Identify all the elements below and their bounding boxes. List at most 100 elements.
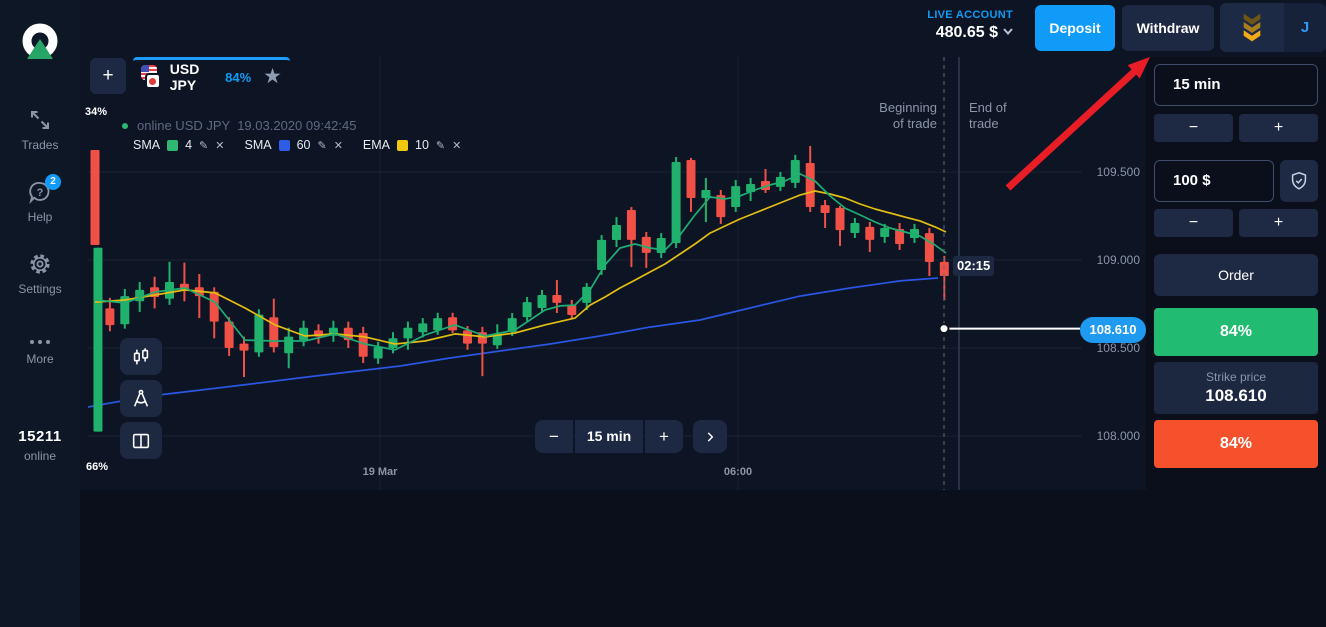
sidebar-item-more[interactable]: More (0, 330, 80, 366)
olymp-logo-icon (22, 23, 58, 59)
instrument-status-text: online USD JPY 19.03.2020 09:42:45 (137, 118, 357, 133)
candle-body (850, 223, 860, 233)
sidebar-item-settings[interactable]: Settings (0, 252, 80, 296)
sidebar-item-label: More (26, 352, 54, 366)
order-button[interactable]: Order (1154, 254, 1318, 296)
shield-check-icon (1291, 171, 1307, 190)
account-switcher[interactable]: LIVE ACCOUNT 480.65 $ (913, 9, 1013, 42)
online-status-dot (122, 122, 128, 129)
candle-body (895, 229, 905, 244)
more-dots-icon (30, 330, 50, 348)
amount-increase-button[interactable]: + (1239, 209, 1318, 237)
candle-body (507, 318, 517, 332)
candle-body (239, 343, 249, 351)
x-axis-label: 06:00 (723, 466, 753, 478)
expiry-countdown-badge: 02:15 (953, 256, 995, 276)
avatar[interactable]: J (1284, 3, 1326, 52)
sidebar: Trades ? 2 Help Settings (0, 0, 80, 627)
deposit-button[interactable]: Deposit (1035, 5, 1115, 51)
candle-body (418, 323, 428, 333)
online-users-label: online (23, 449, 57, 463)
add-asset-tab-button[interactable]: + (90, 58, 126, 94)
y-axis-label: 109.500 (1096, 165, 1140, 179)
candle-body (224, 321, 234, 348)
candle-body (254, 314, 264, 353)
duration-decrease-button[interactable]: − (1154, 114, 1233, 142)
candle-body (522, 302, 532, 318)
sma60-line (87, 277, 939, 408)
usdjpy-flags-icon (141, 65, 161, 89)
amount-decrease-button[interactable]: − (1154, 209, 1233, 237)
sidebar-item-label: Trades (21, 138, 59, 152)
layout-columns-icon (132, 433, 150, 448)
asset-tab-usdjpy[interactable]: USD JPY 84% ★ (133, 57, 290, 94)
x-axis-label: 19 Mar (362, 466, 398, 478)
compass-icon (133, 389, 149, 407)
trades-arrows-icon (28, 108, 52, 134)
sidebar-item-label: Settings (18, 282, 62, 296)
candle-body (880, 228, 890, 237)
y-axis-label: 109.000 (1096, 253, 1140, 267)
online-users: 15211 online (0, 428, 80, 463)
rank-chevrons-icon (1243, 13, 1261, 42)
duration-input[interactable]: 15 min (1154, 64, 1318, 106)
amount-input[interactable]: 100 $ (1154, 160, 1274, 202)
timeframe-decrease-button[interactable]: − (535, 420, 573, 453)
account-balance: 480.65 $ (935, 24, 998, 41)
edit-indicator-icon[interactable]: ✎ (435, 139, 446, 152)
candle-body (567, 305, 577, 315)
timeframe-value[interactable]: 15 min (575, 420, 643, 453)
timeframe-increase-button[interactable]: + (645, 420, 683, 453)
withdraw-button[interactable]: Withdraw (1122, 5, 1214, 51)
indicator-color-swatch (397, 139, 409, 151)
strike-price-value: 108.610 (1205, 386, 1267, 405)
indicator-period: 10 (415, 138, 429, 152)
candle-body (299, 327, 309, 341)
edit-indicator-icon[interactable]: ✎ (317, 139, 327, 152)
candle-body (701, 190, 711, 199)
indicator-name: EMA (362, 138, 391, 152)
sentiment-down-percent: 66% (86, 461, 109, 473)
trade-up-button[interactable]: 84% (1154, 308, 1318, 356)
candle-body (686, 160, 696, 198)
candle-body (373, 347, 383, 359)
profile-menu[interactable]: J (1220, 3, 1326, 52)
duration-increase-button[interactable]: + (1239, 114, 1318, 142)
candle-body (284, 336, 294, 354)
candle-body (448, 317, 458, 331)
candle-body (865, 226, 875, 240)
current-price-tag: 108.610 (1080, 317, 1146, 343)
end-of-trade-label: End of trade (969, 100, 1007, 131)
drawing-tools-button[interactable] (120, 380, 162, 417)
strike-price-label: Strike price (1205, 370, 1267, 384)
remove-indicator-icon[interactable]: ✕ (333, 139, 343, 152)
current-price-dot (938, 323, 950, 335)
indicator-period: 60 (296, 138, 311, 152)
scroll-chart-forward-button[interactable] (693, 420, 727, 453)
sidebar-item-help[interactable]: ? 2 Help (0, 174, 80, 224)
candle-body (93, 247, 103, 432)
lower-background (80, 490, 1326, 627)
chevron-right-icon (707, 431, 714, 442)
remove-indicator-icon[interactable]: ✕ (215, 139, 225, 152)
risk-protection-button[interactable] (1280, 160, 1318, 202)
ema10-line (94, 190, 947, 345)
trade-down-button[interactable]: 84% (1154, 420, 1318, 468)
split-layout-button[interactable] (120, 422, 162, 459)
account-type-label: LIVE ACCOUNT (927, 9, 1013, 21)
indicator-color-swatch (167, 139, 179, 151)
candle-body (597, 239, 607, 270)
jp-flag-icon (144, 73, 161, 89)
chart-type-button[interactable] (120, 338, 162, 375)
remove-indicator-icon[interactable]: ✕ (452, 139, 462, 152)
edit-indicator-icon[interactable]: ✎ (199, 139, 209, 152)
y-axis-label: 108.000 (1096, 429, 1140, 443)
favorite-star-icon[interactable]: ★ (263, 65, 282, 88)
candle-body (492, 333, 502, 346)
candlestick-chart[interactable] (80, 0, 1146, 490)
chevron-down-icon (1003, 28, 1013, 36)
sidebar-item-trades[interactable]: Trades (0, 108, 80, 152)
app-logo[interactable] (17, 22, 63, 68)
strike-price-box[interactable]: Strike price 108.610 (1154, 362, 1318, 414)
